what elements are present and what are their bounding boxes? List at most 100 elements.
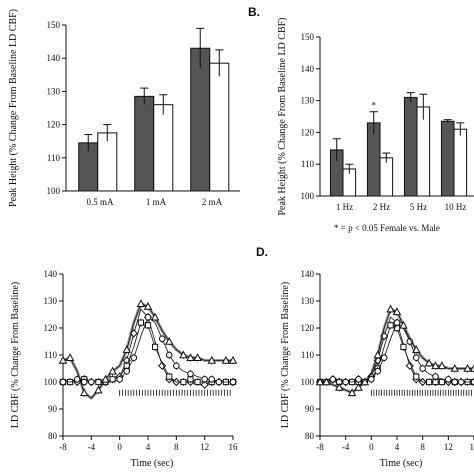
panel-a-bar: [190, 47, 211, 192]
panel-d-point: [412, 354, 420, 362]
panel-d-y-tick-label: 90: [305, 404, 315, 414]
panel-b-category-label: 5 Hz: [410, 202, 427, 212]
panel-c-point: [137, 319, 145, 326]
panel-b-y-tick-label: 120: [301, 127, 315, 137]
panel-d-point: [322, 377, 331, 386]
panel-d-point: [360, 377, 370, 386]
panel-b-y-tick-label: 100: [301, 191, 315, 201]
panel-a-y-tick-label: 140: [47, 53, 61, 63]
panel-c-point: [58, 355, 68, 364]
panel-a-y-axis-label: Peak Height (% Change From Baseline LD C…: [8, 9, 19, 207]
panel-c-point: [144, 322, 152, 329]
panel-d-point: [445, 376, 452, 383]
panel-a-category-label: 1 mA: [146, 197, 167, 207]
panel-c-point: [215, 378, 223, 386]
panel-d-point: [424, 358, 434, 367]
panel-d-point: [431, 361, 440, 370]
panel-b-bar: [453, 128, 468, 197]
panel-d-point: [354, 382, 363, 391]
panel-c-point: [207, 355, 216, 364]
panel-b-category-label: 2 Hz: [373, 202, 390, 212]
panel-c-point: [158, 335, 166, 343]
panel-d-point: [437, 361, 447, 370]
panel-c-y-tick-label: 140: [44, 269, 58, 279]
panel-c-x-tick-label: -4: [88, 442, 96, 452]
panel-c-point: [179, 350, 188, 359]
panel-c-y-tick-label: 80: [48, 431, 58, 441]
panel-d-point: [386, 304, 395, 313]
panel-c-point: [122, 345, 131, 353]
panel-d-x-tick-label: -4: [342, 442, 350, 452]
panel-d-point: [347, 388, 357, 397]
panel-b-y-tick-label: 130: [301, 96, 315, 106]
panel-d-point: [329, 376, 337, 383]
panel-a-y-tick-label: 100: [47, 186, 61, 196]
panel-a-bar: [134, 95, 155, 192]
panel-c-point: [193, 353, 202, 361]
panel-c-point: [151, 343, 159, 350]
panel-d-series-line: [320, 324, 474, 383]
panel-c-point: [200, 380, 209, 389]
panel-d-y-tick-label: 130: [301, 296, 315, 306]
panel-d-point: [412, 345, 421, 353]
panel-a-y-tick-label: 130: [47, 86, 61, 96]
panel-b-significance-mark: *: [371, 101, 376, 111]
panel-d-x-tick-label: 8: [420, 442, 425, 452]
panel-d-y-tick-label: 140: [301, 269, 315, 279]
panel-b-category-label: 1 Hz: [336, 202, 353, 212]
panel-c-point: [116, 376, 123, 383]
panel-c-series-line: [63, 322, 233, 383]
panel-c-point: [150, 312, 160, 321]
panel-d-point: [374, 367, 382, 375]
panel-c-y-tick-label: 130: [44, 296, 58, 306]
panel-d-point: [425, 378, 433, 386]
panel-d-y-tick-label: 110: [301, 350, 315, 360]
panel-a-category-label: 0.5 mA: [87, 197, 115, 207]
panel-letter-b: B.: [248, 5, 260, 19]
panel-c-x-tick-label: 16: [229, 442, 239, 452]
panel-d-point: [342, 378, 349, 386]
panel-c-point: [194, 378, 201, 386]
panel-c-point: [165, 337, 174, 345]
panel-d-point: [450, 364, 459, 372]
panel-d-point: [438, 378, 446, 386]
panel-d-point: [432, 373, 439, 380]
panel-c-point: [208, 376, 216, 383]
panel-d-point: [463, 364, 472, 372]
panel-b-y-tick-label: 150: [301, 32, 315, 42]
panel-b-y-tick-label: 140: [301, 64, 315, 74]
panel-c-x-tick-label: 12: [200, 442, 209, 452]
panel-c-point: [187, 370, 194, 378]
panel-d-point: [399, 320, 408, 329]
panel-c-point: [144, 313, 152, 321]
panel-c-x-tick-label: 4: [146, 442, 151, 452]
panel-c-y-tick-label: 100: [44, 377, 58, 387]
panel-c-point: [136, 299, 146, 307]
panel-d-point: [315, 377, 325, 386]
panel-c-point: [94, 385, 103, 394]
panel-c-point: [123, 367, 131, 375]
panel-d-x-tick-label: 4: [395, 442, 400, 452]
panel-c-x-tick-label: 0: [117, 442, 122, 452]
panel-b-bar: [379, 157, 394, 197]
panel-d-point: [335, 382, 344, 391]
panel-d-x-tick-label: 0: [369, 442, 374, 452]
panel-c-point: [186, 353, 195, 361]
panel-c-y-axis-label: LD CBF (% Change From Baseline): [10, 282, 21, 428]
panel-d-y-tick-label: 120: [301, 323, 315, 333]
panel-d-y-tick-label: 100: [301, 377, 315, 387]
panel-a-y-tick-label: 110: [47, 153, 61, 163]
panel-c-point: [165, 351, 173, 359]
panel-d-point: [380, 354, 388, 362]
panel-a-bar: [209, 62, 230, 192]
panel-a-bar: [97, 132, 118, 192]
panel-d-x-tick-label: 16: [470, 442, 474, 452]
panel-b-y-tick-label: 110: [301, 159, 315, 169]
panel-c-x-tick-label: 8: [174, 442, 179, 452]
panel-c-point: [180, 378, 187, 386]
panel-b-bar: [416, 106, 431, 197]
panel-c-point: [158, 361, 167, 370]
panel-d-point: [368, 376, 375, 383]
panel-c-point: [143, 301, 153, 310]
